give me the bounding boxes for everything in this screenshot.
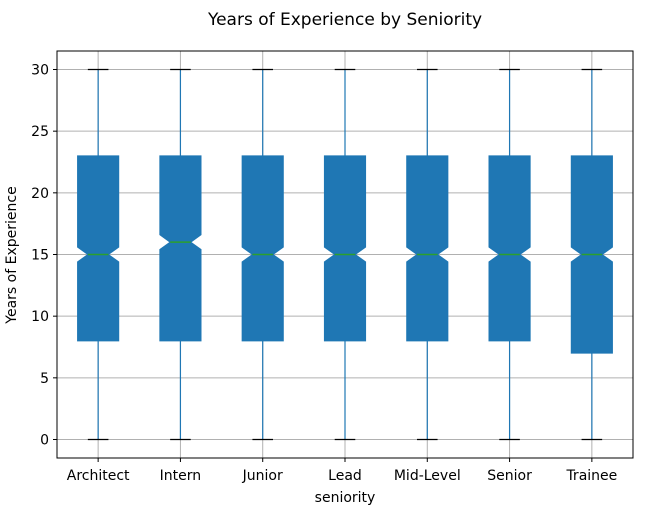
y-axis-title: Years of Experience	[4, 186, 20, 324]
box-lead	[323, 68, 367, 441]
box-body	[406, 155, 449, 342]
x-tick-label: Senior	[487, 468, 532, 484]
x-tick-label: Mid-Level	[394, 468, 461, 484]
box-body	[77, 155, 120, 342]
box-mid-level	[406, 68, 449, 441]
box-body	[488, 155, 531, 342]
box-body	[241, 155, 284, 342]
box-junior	[241, 68, 284, 441]
box-body	[159, 155, 202, 342]
y-tick-label: 30	[31, 63, 49, 79]
x-tick-label: Intern	[160, 468, 202, 484]
box-body	[323, 155, 367, 342]
x-tick-label: Junior	[242, 468, 283, 484]
x-tick-label: Architect	[67, 468, 130, 484]
box-intern	[159, 68, 202, 441]
box-trainee	[570, 68, 613, 441]
box-plots	[77, 68, 613, 441]
x-axis-title: seniority	[315, 490, 376, 506]
x-axis-ticks: Architect Intern Junior Lead Mid-Level Senior…	[67, 458, 617, 484]
y-tick-label: 25	[31, 124, 49, 140]
plot-frame	[56, 50, 634, 459]
y-tick-label: 15	[31, 248, 49, 264]
y-tick-label: 5	[40, 371, 49, 387]
y-tick-label: 0	[40, 433, 49, 449]
x-tick-label: Lead	[328, 468, 362, 484]
y-tick-label: 10	[31, 309, 49, 325]
chart-title: Years of Experience by Seniority	[207, 10, 482, 30]
box-architect	[77, 68, 120, 441]
y-axis-ticks: 0 5 10 15 20 25 30	[31, 63, 57, 449]
box-senior	[488, 68, 531, 441]
x-tick-label: Trainee	[565, 468, 617, 484]
y-tick-label: 20	[31, 186, 49, 202]
